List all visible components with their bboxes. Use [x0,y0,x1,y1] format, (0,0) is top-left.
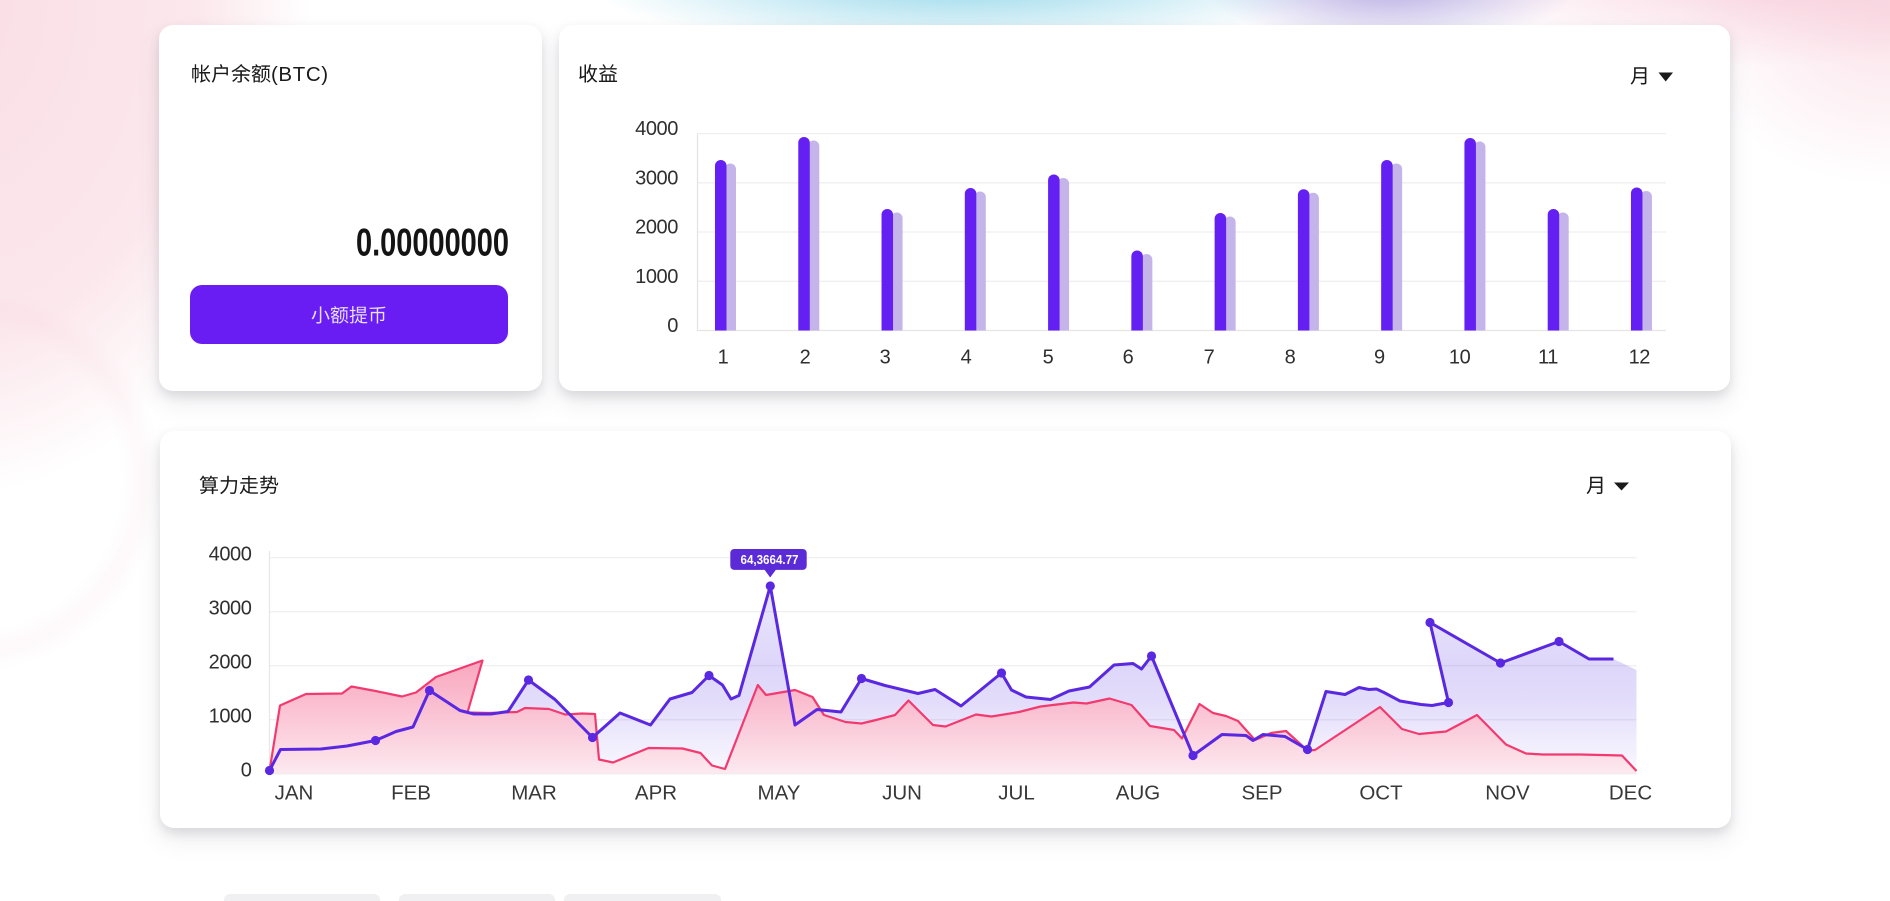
svg-text:7: 7 [1204,347,1215,369]
svg-text:9: 9 [1374,347,1385,369]
svg-text:12: 12 [1629,347,1651,369]
svg-text:1000: 1000 [209,705,252,727]
svg-text:4000: 4000 [635,118,678,140]
svg-text:MAR: MAR [511,782,557,805]
svg-text:0: 0 [241,759,252,781]
svg-text:2000: 2000 [209,651,252,673]
svg-text:FEB: FEB [391,782,431,805]
svg-text:4000: 4000 [209,543,252,565]
svg-text:0.00000000: 0.00000000 [356,222,509,265]
svg-text:3000: 3000 [635,167,678,189]
svg-text:JUL: JUL [998,782,1034,805]
svg-text:DEC: DEC [1609,782,1652,805]
svg-text:1: 1 [718,347,729,369]
svg-text:NOV: NOV [1485,782,1530,805]
svg-text:3000: 3000 [209,597,252,619]
svg-text:4: 4 [961,347,972,369]
svg-text:MAY: MAY [758,782,801,805]
svg-text:JUN: JUN [882,782,922,805]
svg-text:6: 6 [1123,347,1134,369]
svg-text:10: 10 [1449,347,1471,369]
svg-text:2: 2 [800,347,811,369]
svg-text:AUG: AUG [1116,782,1160,805]
svg-text:APR: APR [635,782,677,805]
svg-text:11: 11 [1538,347,1558,369]
svg-text:5: 5 [1043,347,1054,369]
svg-text:8: 8 [1285,347,1296,369]
svg-text:OCT: OCT [1359,782,1403,805]
svg-text:0: 0 [667,315,678,337]
svg-text:SEP: SEP [1241,782,1282,805]
svg-text:1000: 1000 [635,266,678,288]
svg-text:2000: 2000 [635,217,678,239]
svg-text:3: 3 [880,347,891,369]
svg-text:(BTC): (BTC) [271,63,329,86]
svg-text:JAN: JAN [275,782,314,805]
svg-text:64,3664.77: 64,3664.77 [741,553,799,567]
